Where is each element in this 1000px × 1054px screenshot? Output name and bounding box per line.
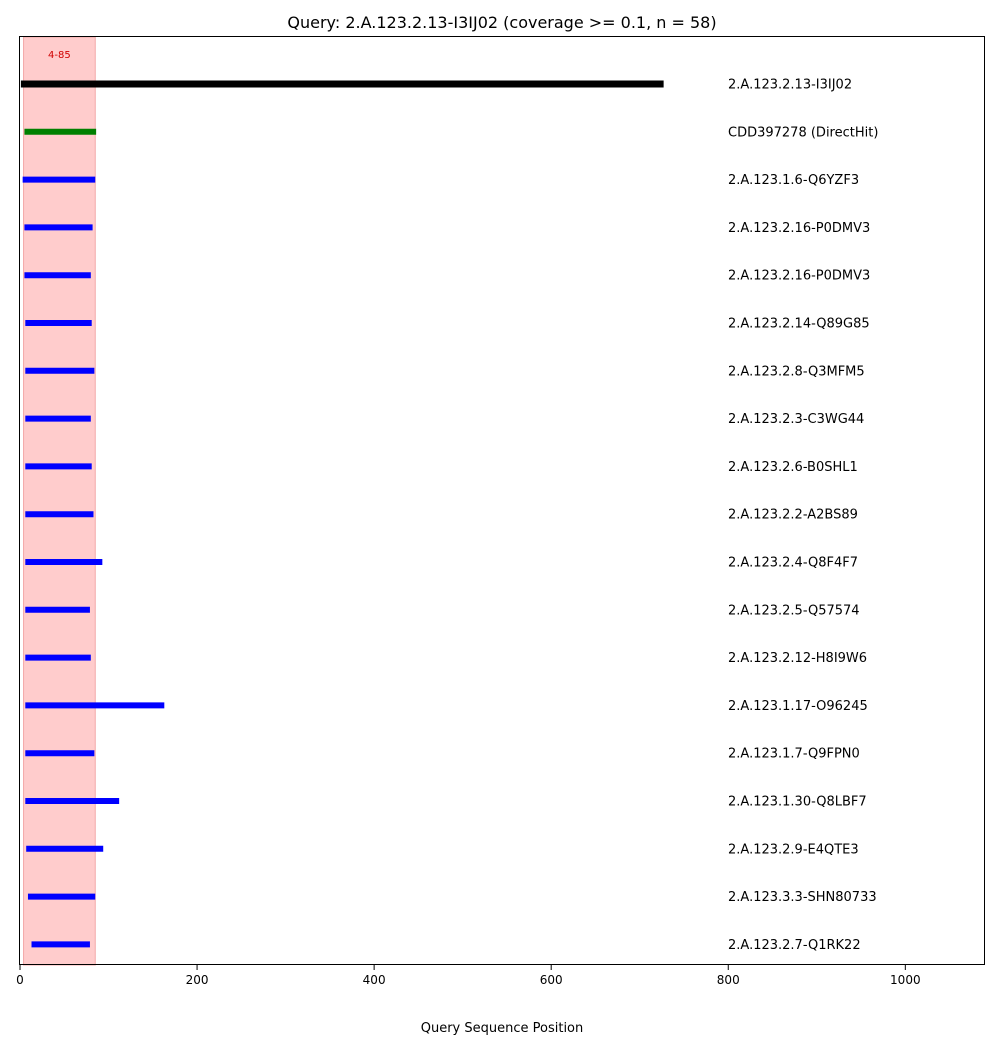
row-label: 2.A.123.1.7-Q9FPN0: [728, 747, 860, 762]
chart-title: Query: 2.A.123.2.13-I3IJ02 (coverage >= …: [287, 13, 716, 32]
row-label: 2.A.123.1.17-O96245: [728, 699, 868, 714]
row-label: 2.A.123.1.6-Q6YZF3: [728, 173, 859, 188]
row-label: 2.A.123.2.16-P0DMV3: [728, 221, 870, 236]
highlight-region: [23, 36, 96, 966]
row-label: 2.A.123.2.2-A2BS89: [728, 508, 858, 523]
row-label: 2.A.123.1.30-Q8LBF7: [728, 795, 867, 810]
highlight-region-label: 4-85: [48, 50, 71, 61]
row-label: 2.A.123.2.8-Q3MFM5: [728, 364, 865, 379]
x-tick-label: 600: [540, 973, 563, 987]
row-label: 2.A.123.2.5-Q57574: [728, 603, 860, 618]
x-axis: 0 200 400 600 800 1000: [16, 965, 921, 987]
plot-frame: [19, 36, 985, 965]
x-tick-label: 0: [16, 973, 24, 987]
row-label: 2.A.123.2.9-E4QTE3: [728, 842, 859, 857]
x-tick-label: 400: [363, 973, 386, 987]
row-label: 2.A.123.2.14-Q89G85: [728, 317, 870, 332]
row-label: 2.A.123.2.3-C3WG44: [728, 412, 864, 427]
plot-area: 4-85 2.A.123.2.13-I3IJ02 CDD397278 (Direct…: [20, 36, 878, 966]
x-axis-label: Query Sequence Position: [421, 1021, 584, 1036]
row-label: 2.A.123.2.6-B0SHL1: [728, 460, 858, 475]
x-tick-label: 1000: [890, 973, 921, 987]
row-label: CDD397278 (DirectHit): [728, 125, 878, 140]
x-tick-label: 200: [186, 973, 209, 987]
row-label: 2.A.123.2.7-Q1RK22: [728, 938, 861, 953]
row-label: 2.A.123.2.4-Q8F4F7: [728, 556, 858, 571]
row-label: 2.A.123.2.16-P0DMV3: [728, 269, 870, 284]
x-tick-label: 800: [717, 973, 740, 987]
row-label: 2.A.123.3.3-SHN80733: [728, 890, 877, 905]
row-label: 2.A.123.2.12-H8I9W6: [728, 651, 867, 666]
row-label: 2.A.123.2.13-I3IJ02: [728, 78, 852, 93]
